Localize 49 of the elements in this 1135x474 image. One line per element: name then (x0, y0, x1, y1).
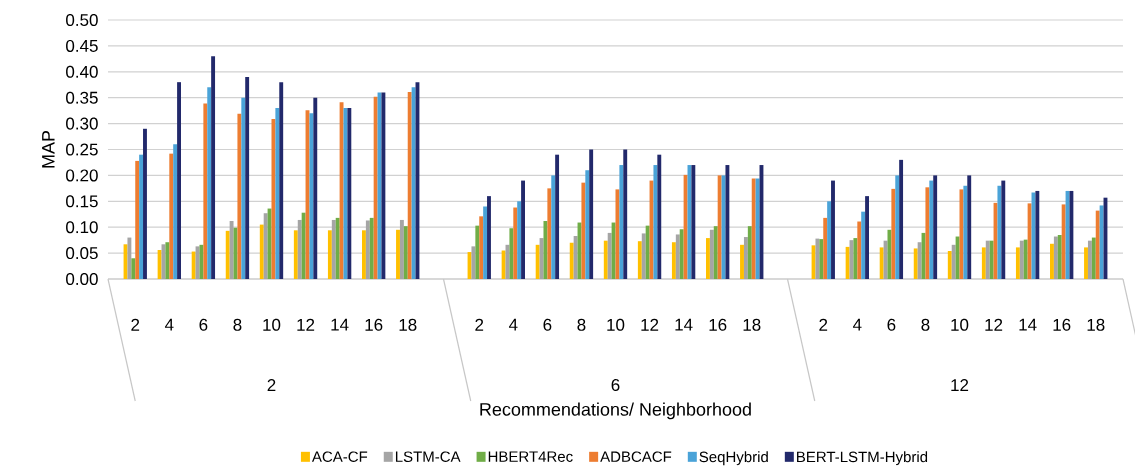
y-tick-label: 0.40 (66, 65, 98, 78)
legend-label: SeqHybrid (699, 451, 768, 466)
x-tick-label: 14 (675, 318, 693, 331)
y-tick-label: 0.45 (66, 39, 98, 52)
x-tick-label: 4 (852, 318, 862, 331)
x-tick-label: 18 (1087, 318, 1105, 331)
legend-label: LSTM-CA (395, 451, 461, 462)
y-tick-label: 0.00 (66, 272, 98, 286)
y-tick-label: 0.25 (66, 143, 98, 156)
x-tick-label: 8 (577, 318, 586, 331)
y-tick-label: 0.50 (66, 13, 98, 27)
x-tick-label: 8 (233, 318, 242, 331)
legend-label: ACA-CF (311, 451, 368, 462)
text: 6 (611, 378, 620, 392)
x-tick-label: 8 (921, 318, 930, 331)
x-tick-label: 2 (131, 318, 140, 331)
y-axis-title: MAP (42, 130, 55, 168)
y-tick-label: 0.15 (66, 195, 98, 208)
x-tick-label: 10 (951, 318, 969, 331)
x-tick-label: 10 (263, 318, 281, 331)
x-tick-label: 14 (1019, 318, 1037, 331)
x-tick-label: 10 (607, 318, 625, 331)
x-tick-label: 16 (709, 318, 727, 331)
x-tick-label: 16 (365, 318, 383, 331)
x-tick-label: 6 (887, 318, 896, 331)
x-tick-label: 14 (331, 318, 349, 331)
x-tick-label: 2 (819, 318, 828, 331)
x-tick-label: 4 (164, 318, 174, 331)
x-tick-label: 12 (985, 318, 1003, 331)
x-tick-label: 18 (399, 318, 417, 331)
text: 12 (951, 379, 969, 391)
x-tick-label: 16 (1053, 318, 1071, 331)
x-tick-label: 18 (743, 318, 761, 331)
y-tick-label: 0.30 (66, 117, 98, 130)
legend-label: ADBCACF (600, 451, 672, 462)
x-tick-label: 4 (508, 318, 518, 331)
y-tick-label: 0.10 (66, 221, 98, 234)
text: 2 (267, 379, 276, 391)
x-tick-label: 12 (297, 318, 315, 331)
y-tick-label: 0.20 (66, 169, 98, 182)
legend-label: HBERT4Rec (488, 451, 573, 462)
x-tick-label: 12 (641, 318, 659, 331)
legend-label: BERT-LSTM-Hybrid (797, 451, 928, 466)
y-tick-label: 0.35 (66, 91, 98, 104)
x-axis-title: Recommendations/ Neighborhood (480, 402, 751, 420)
x-tick-label: 2 (475, 318, 484, 331)
x-tick-label: 6 (199, 318, 208, 331)
y-tick-label: 0.05 (66, 247, 98, 260)
x-tick-label: 6 (543, 318, 552, 331)
